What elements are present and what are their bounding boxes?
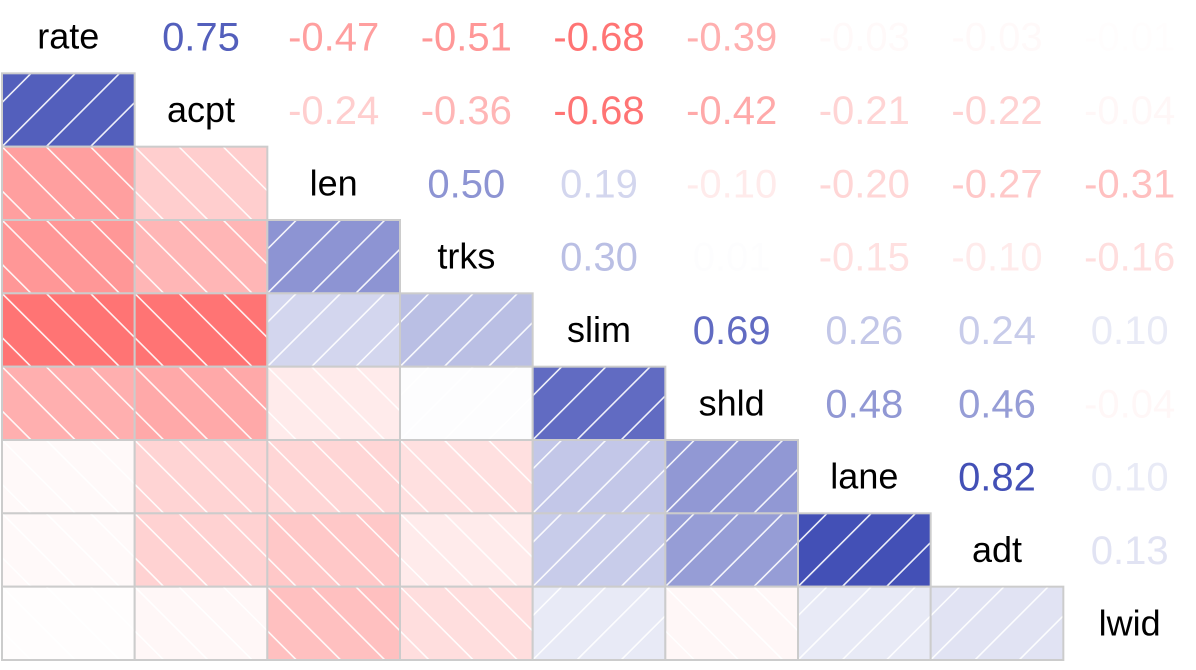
coefficient-acpt-shld: -0.42 [686, 89, 777, 133]
cell-lwid-rate [1, 585, 136, 662]
cell-lwid-trks [399, 585, 534, 662]
cell-lwid-slim [531, 585, 667, 662]
cell-lane-len [266, 439, 402, 515]
coefficient-trks-shld: 0.01 [693, 236, 771, 280]
coefficient-acpt-adt: -0.22 [951, 89, 1042, 133]
cell-slim-rate [1, 292, 136, 368]
coefficient-trks-lwid: -0.16 [1084, 236, 1175, 280]
coefficient-rate-len: -0.47 [288, 16, 379, 60]
coefficient-trks-slim: 0.30 [560, 236, 638, 280]
coefficient-rate-adt: -0.03 [951, 16, 1042, 60]
cell-lwid-acpt [133, 585, 269, 662]
coefficient-acpt-len: -0.24 [288, 89, 379, 133]
coefficient-shld-lane: 0.48 [825, 382, 903, 426]
cell-acpt-rate [1, 72, 136, 148]
cell-shld-slim [531, 365, 667, 441]
cell-slim-len [266, 292, 402, 368]
variable-label-lane: lane [830, 456, 898, 497]
coefficient-rate-acpt: 0.75 [162, 16, 240, 60]
variable-label-trks: trks [437, 236, 495, 277]
coefficient-rate-lwid: -0.01 [1084, 16, 1175, 60]
coefficient-slim-shld: 0.69 [693, 309, 771, 353]
cell-lane-trks [399, 439, 534, 515]
cell-lwid-len [266, 585, 402, 662]
cell-adt-trks [399, 512, 534, 588]
cell-shld-len [266, 365, 402, 441]
cell-lane-shld [664, 439, 799, 515]
coefficient-len-shld: -0.10 [686, 162, 777, 206]
cell-adt-lane [797, 512, 932, 588]
lower-panel-cells [1, 72, 1065, 662]
coefficient-len-trks: 0.50 [427, 162, 505, 206]
cell-adt-shld [664, 512, 799, 588]
upper-panel-coefficients: 0.75 -0.47 -0.51 -0.68 -0.39 -0.03 -0.03 -0.01-… [162, 16, 1175, 573]
cell-adt-acpt [133, 512, 269, 588]
cell-lwid-lane [797, 585, 932, 662]
coefficient-acpt-lane: -0.21 [819, 89, 910, 133]
coefficient-lane-lwid: 0.10 [1091, 456, 1169, 500]
coefficient-trks-adt: -0.10 [951, 236, 1042, 280]
coefficient-lane-adt: 0.82 [958, 456, 1036, 500]
variable-label-acpt: acpt [167, 89, 235, 130]
cell-lane-rate [1, 439, 136, 515]
variable-label-shld: shld [699, 382, 765, 423]
coefficient-len-adt: -0.27 [951, 162, 1042, 206]
coefficient-len-slim: 0.19 [560, 162, 638, 206]
coefficient-rate-shld: -0.39 [686, 16, 777, 60]
cell-slim-acpt [133, 292, 269, 368]
variable-label-slim: slim [567, 309, 631, 350]
coefficient-adt-lwid: 0.13 [1091, 529, 1169, 573]
variable-label-rate: rate [37, 16, 99, 57]
coefficient-len-lwid: -0.31 [1084, 162, 1175, 206]
coefficient-rate-slim: -0.68 [553, 16, 644, 60]
cell-adt-rate [1, 512, 136, 588]
variable-label-adt: adt [972, 529, 1022, 570]
cell-adt-len [266, 512, 402, 588]
coefficient-slim-lwid: 0.10 [1091, 309, 1169, 353]
coefficient-acpt-trks: -0.36 [421, 89, 512, 133]
variable-label-lwid: lwid [1099, 602, 1161, 643]
coefficient-shld-adt: 0.46 [958, 382, 1036, 426]
cell-len-acpt [133, 145, 269, 222]
coefficient-trks-lane: -0.15 [819, 236, 910, 280]
cell-lwid-shld [664, 585, 799, 662]
cell-lwid-adt [929, 585, 1065, 662]
coefficient-shld-lwid: -0.04 [1084, 382, 1175, 426]
variable-label-len: len [310, 162, 358, 203]
cell-shld-trks [399, 365, 534, 441]
coefficient-slim-lane: 0.26 [825, 309, 903, 353]
coefficient-rate-lane: -0.03 [819, 16, 910, 60]
cell-lane-acpt [133, 439, 269, 515]
coefficient-len-lane: -0.20 [819, 162, 910, 206]
coefficient-slim-adt: 0.24 [958, 309, 1036, 353]
cell-len-rate [1, 145, 136, 222]
diagonal-labels: rate acpt len trks slim shld lane adt lwid [37, 16, 1160, 644]
coefficient-acpt-lwid: -0.04 [1084, 89, 1175, 133]
coefficient-rate-trks: -0.51 [421, 16, 512, 60]
coefficient-acpt-slim: -0.68 [553, 89, 644, 133]
